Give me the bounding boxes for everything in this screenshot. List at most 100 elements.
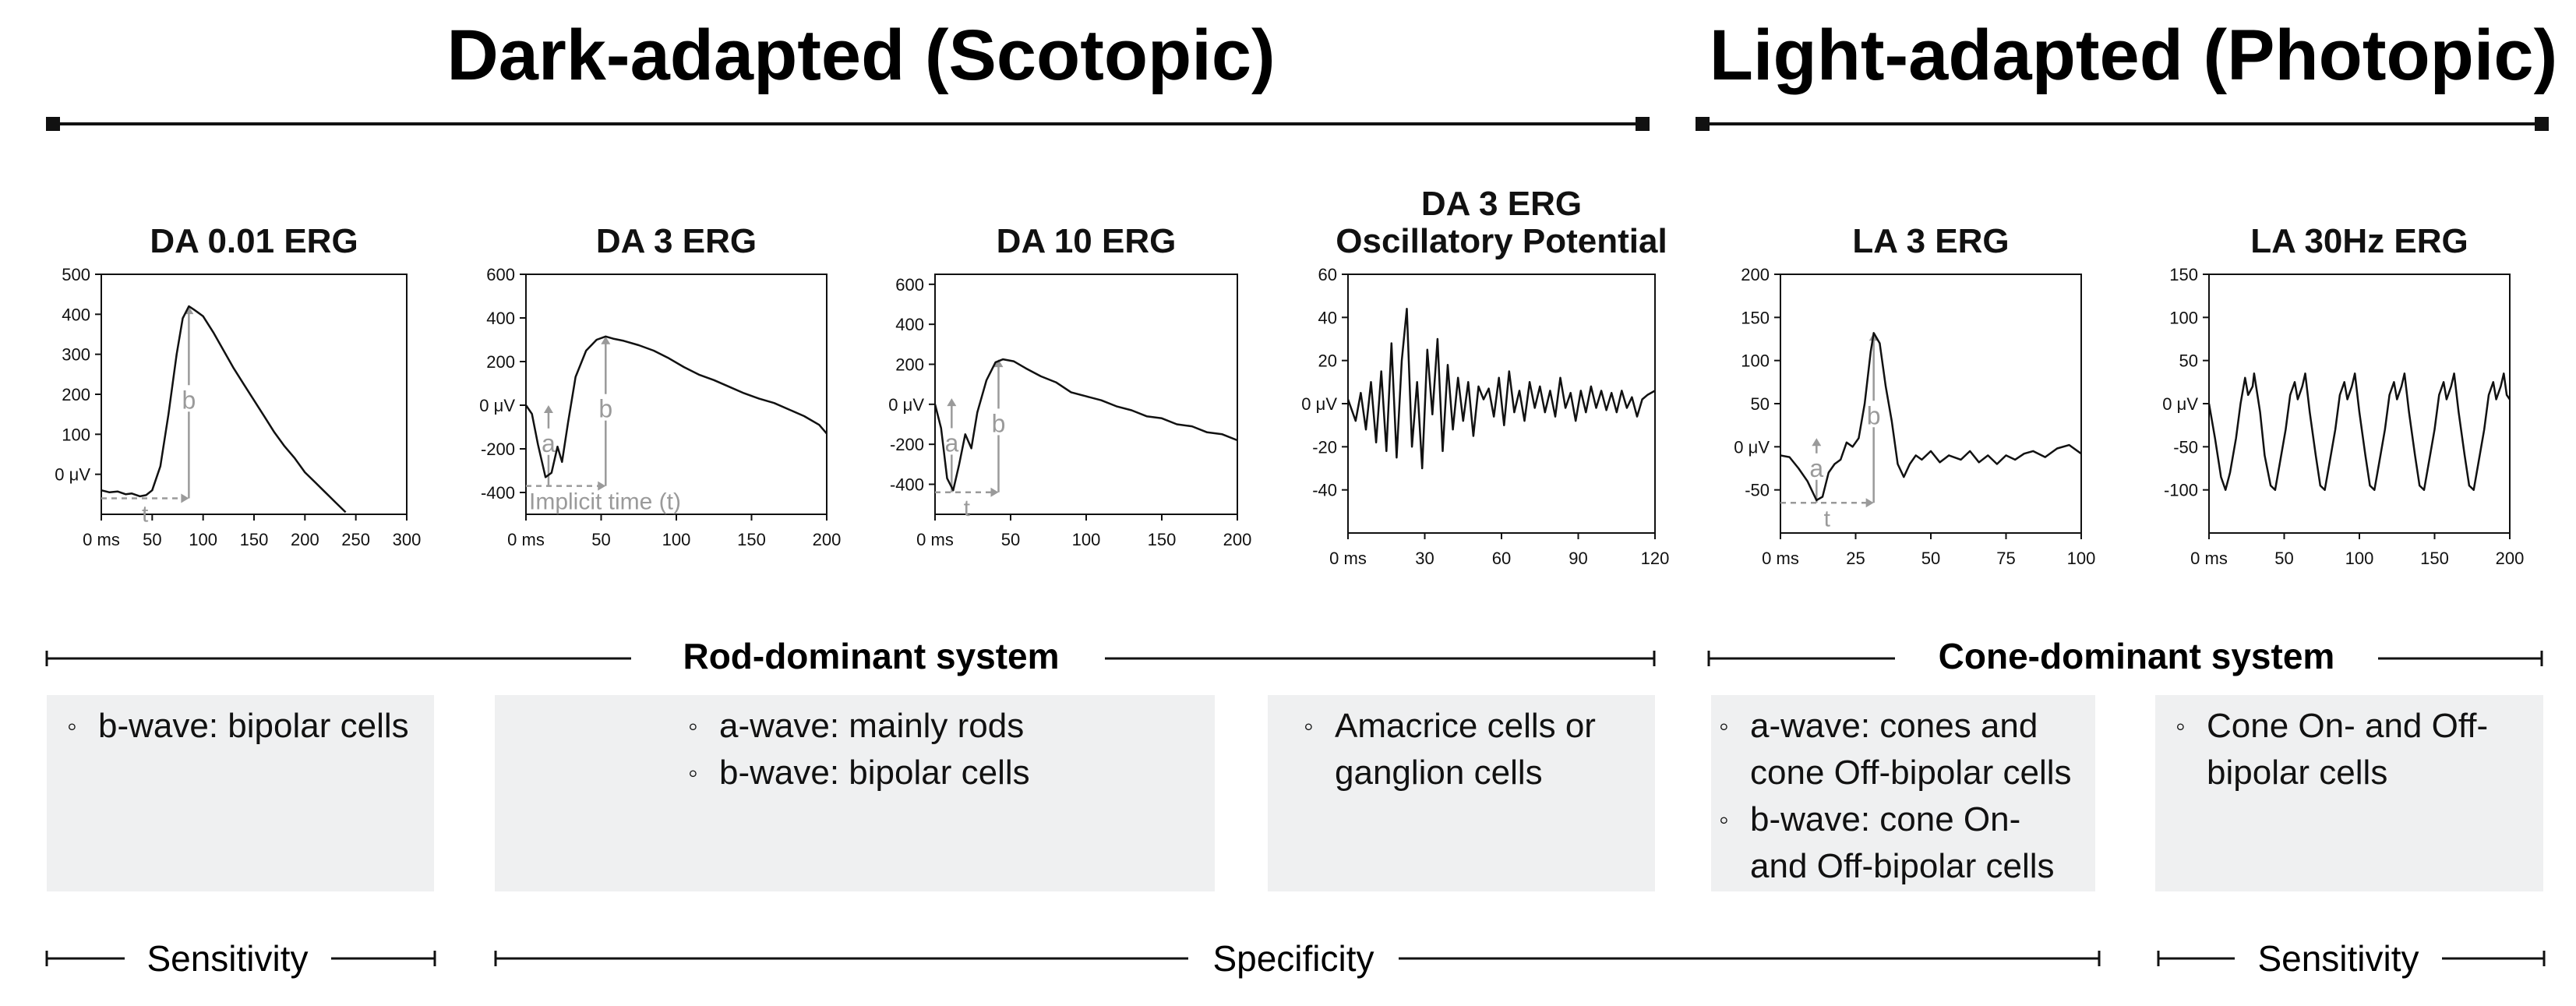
y-tick-label: 150 <box>1741 308 1770 327</box>
x-tick-label: 0 ms <box>507 530 545 549</box>
erg-trace <box>1346 308 1656 470</box>
y-tick-label: 400 <box>486 309 515 328</box>
box-amacrine-ganglion: ◦ Amacrice cells or ganglion cells <box>1268 695 1655 891</box>
x-tick-label: 200 <box>1223 530 1252 549</box>
y-tick-label: 100 <box>2169 308 2198 327</box>
y-tick-label: -200 <box>890 435 924 454</box>
chart-title: DA 0.01 ERG <box>150 222 358 260</box>
y-tick-label: 100 <box>1741 351 1770 371</box>
x-tick-label: 0 ms <box>83 530 120 549</box>
y-tick-label: 600 <box>486 265 515 284</box>
y-tick-label: 150 <box>2169 265 2198 284</box>
x-tick-label: 100 <box>662 530 691 549</box>
rod-system-label: Rod-dominant system <box>683 636 1059 676</box>
x-tick-label: 75 <box>1996 549 2015 568</box>
box-item: ◦ Amacrice cells or ganglion cells <box>1304 703 1655 796</box>
header-bracket-light <box>1696 117 2549 131</box>
y-tick-label: 400 <box>895 315 924 334</box>
y-tick-label: -50 <box>1745 481 1770 500</box>
y-tick-label: -200 <box>481 439 515 459</box>
erg-trace <box>2207 372 2511 491</box>
a-wave-label: a <box>944 429 958 457</box>
y-tick-label: 0 μV <box>55 465 90 485</box>
bullet-icon: ◦ <box>688 757 698 789</box>
box-item-text: Amacrice cells or ganglion cells <box>1335 707 1596 792</box>
y-tick-label: 500 <box>62 265 90 284</box>
chart-subtitle: Oscillatory Potential <box>1336 222 1667 260</box>
plot-frame <box>525 274 827 515</box>
erg-trace <box>1780 332 2082 502</box>
y-tick-label: -20 <box>1312 437 1337 457</box>
x-tick-label: 200 <box>813 530 842 549</box>
specificity-label: Specificity <box>1212 938 1374 979</box>
box-cone-on-off: ◦ Cone On- and Off- bipolar cells <box>2155 695 2543 891</box>
y-tick-label: 0 μV <box>1301 394 1337 414</box>
b-wave-label: b <box>598 395 612 423</box>
arrowhead-icon <box>598 481 606 491</box>
y-tick-label: 40 <box>1318 308 1337 327</box>
y-tick-label: -50 <box>2173 437 2198 457</box>
x-tick-label: 150 <box>737 530 766 549</box>
y-tick-label: 300 <box>62 345 90 365</box>
box-item-text: Cone On- and Off- bipolar cells <box>2207 707 2489 792</box>
sensitivity-right-bracket <box>2157 951 2546 966</box>
header-dark-adapted: Dark-adapted (Scotopic) <box>446 16 1275 95</box>
y-tick-label: -400 <box>890 475 924 495</box>
plot-frame <box>101 274 408 515</box>
chart-title: DA 3 ERG <box>596 222 757 260</box>
chart-1: DA 0.01 ERG 0 ms 50 100 150 200 250 300 0 μV 100 2… <box>55 222 421 549</box>
chart-5: LA 3 ERG 0 ms 25 50 75 100 -50 0 μV 50 100 150 200 t… <box>1734 222 2095 568</box>
bullet-icon: ◦ <box>688 710 698 742</box>
rod-system-bracket <box>45 651 1656 666</box>
chart-2: DA 3 ERG 0 ms 50 100 150 200 -400 -200 0 μV 200 40… <box>479 222 841 549</box>
arrowhead-icon <box>993 359 1004 368</box>
plot-frame <box>934 274 1238 515</box>
y-tick-label: 60 <box>1318 265 1337 284</box>
sensitivity-left-bracket <box>45 951 436 966</box>
x-tick-label: 50 <box>2274 549 2293 568</box>
erg-trace <box>524 335 827 478</box>
erg-trace <box>101 305 347 514</box>
box-item: ◦ b-wave: bipolar cells <box>67 703 434 750</box>
x-tick-label: 250 <box>341 530 370 549</box>
label-backdrop <box>178 385 200 412</box>
label-backdrop <box>987 408 1010 436</box>
erg-charts: DA 0.01 ERG 0 ms 50 100 150 200 250 300 0 μV 100 2… <box>55 185 2524 568</box>
specificity-bracket <box>494 951 2101 966</box>
b-wave-label: b <box>992 409 1006 437</box>
y-tick-label: -400 <box>481 483 515 503</box>
x-tick-label: 0 ms <box>916 530 954 549</box>
y-tick-label: 50 <box>1751 394 1770 414</box>
label-backdrop <box>595 394 617 421</box>
box-cone-bipolar: ◦ a-wave: cones and cone Off-bipolar cel… <box>1711 695 2095 891</box>
y-tick-label: 20 <box>1318 351 1337 371</box>
arrowhead-icon <box>990 487 999 497</box>
box-item-text: a-wave: cones and cone Off-bipolar cells <box>1750 707 2072 792</box>
box-item-text: a-wave: mainly rods <box>719 707 1025 745</box>
box-item: ◦ Cone On- and Off- bipolar cells <box>2175 703 2543 796</box>
arrowhead-icon <box>1865 498 1874 508</box>
chart-title: LA 30Hz ERG <box>2250 222 2468 260</box>
x-tick-label: 150 <box>1148 530 1177 549</box>
plot-frame <box>1780 274 2082 534</box>
x-tick-label: 90 <box>1569 549 1587 568</box>
chart-title: DA 3 ERG <box>1421 185 1582 223</box>
arrowhead-icon <box>1812 438 1822 447</box>
arrowhead-icon <box>543 405 553 413</box>
chart-title: LA 3 ERG <box>1852 222 2009 260</box>
x-tick-label: 100 <box>189 530 217 549</box>
box-item-text: b-wave: bipolar cells <box>719 754 1030 792</box>
y-tick-label: -40 <box>1312 481 1337 500</box>
x-tick-label: 150 <box>2420 549 2449 568</box>
x-tick-label: 0 ms <box>2190 549 2228 568</box>
box-item: ◦ b-wave: cone On- and Off-bipolar cells <box>1719 796 2095 890</box>
b-wave-label: b <box>182 386 196 414</box>
a-wave-label: a <box>1809 454 1823 482</box>
cone-system-bracket <box>1707 651 2543 666</box>
x-tick-label: 0 ms <box>1329 549 1367 568</box>
x-tick-label: 150 <box>240 530 269 549</box>
implicit-time-label: t <box>1824 506 1831 531</box>
box-item-text: b-wave: bipolar cells <box>98 707 409 745</box>
